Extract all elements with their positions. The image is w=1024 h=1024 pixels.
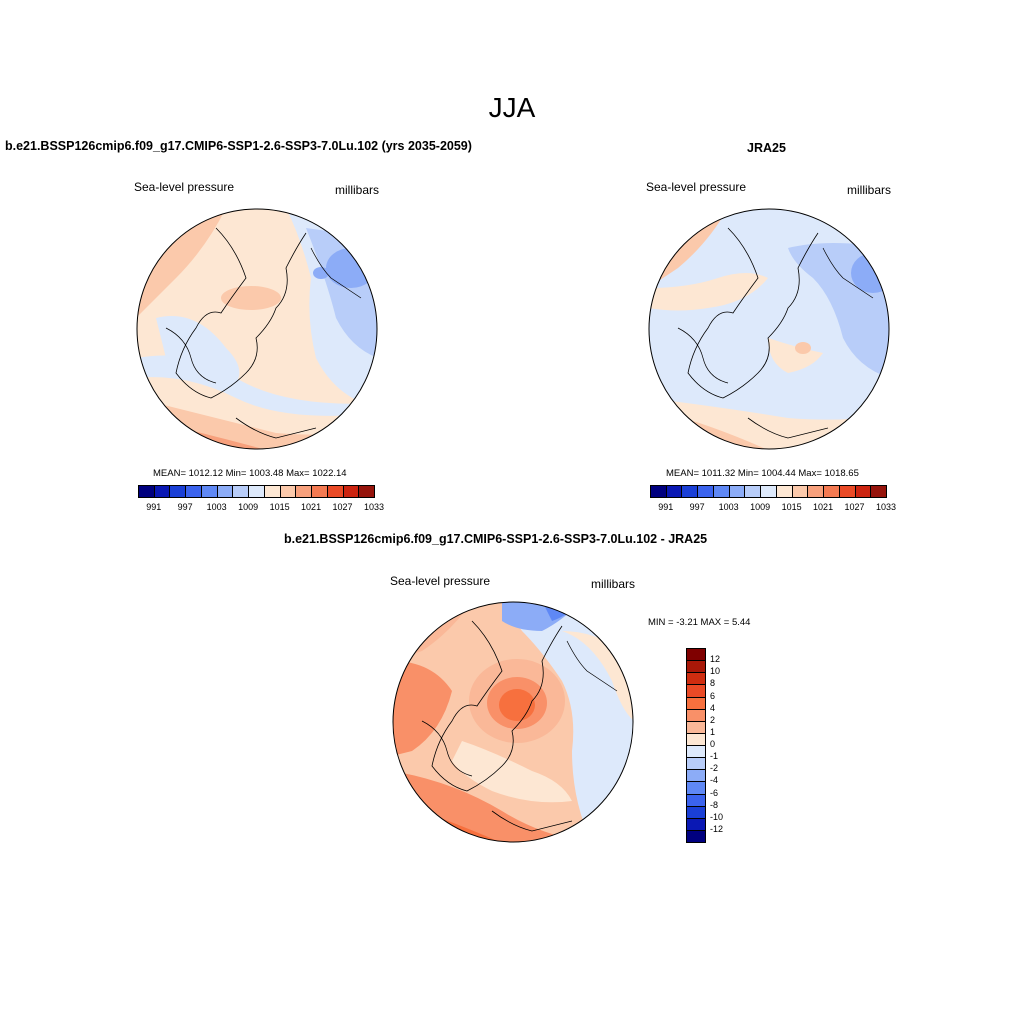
colorbar-swatch (358, 485, 375, 498)
obs-variable-label: Sea-level pressure (646, 180, 747, 194)
colorbar-tick-label: 4 (710, 702, 716, 713)
diff-units-label: millibars (591, 577, 636, 591)
colorbar-swatch (838, 485, 856, 498)
colorbar-swatch (744, 485, 762, 498)
diff-panel-title: b.e21.BSSP126cmip6.f09_g17.CMIP6-SSP1-2.… (284, 532, 708, 546)
colorbar-tick-label: 10 (710, 666, 721, 677)
colorbar-tick-label: -2 (710, 763, 719, 774)
diff-variable-label: Sea-level pressure (390, 574, 491, 588)
model-colorbar-ticks: 991 997 1003 1009 1015 1021 1027 1033 (138, 502, 384, 514)
colorbar-tick-label: -6 (710, 787, 719, 798)
colorbar-tick-label: -1 (710, 751, 719, 762)
colorbar-tick-label: -10 (710, 811, 724, 822)
colorbar-swatch (870, 485, 887, 498)
colorbar-swatch (279, 485, 297, 498)
colorbar-tick-label: 6 (710, 690, 716, 701)
colorbar-swatch (232, 485, 250, 498)
colorbar-swatch (311, 485, 328, 498)
colorbar-tick-label: 1003 (206, 502, 227, 512)
colorbar-tick-label: 2 (710, 714, 716, 725)
colorbar-swatch (807, 485, 825, 498)
colorbar-tick-label: 1015 (269, 502, 290, 512)
model-colorbar (138, 485, 375, 498)
colorbar-tick-label: 1009 (750, 502, 771, 512)
colorbar-swatch (665, 485, 683, 498)
colorbar-swatch (342, 485, 360, 498)
colorbar-swatch (185, 485, 202, 498)
colorbar-tick-label: 1003 (718, 502, 739, 512)
colorbar-swatch (326, 485, 344, 498)
colorbar-swatch (712, 485, 730, 498)
colorbar-swatch (295, 485, 313, 498)
colorbar-swatch (681, 485, 699, 498)
obs-colorbar-ticks: 991 997 1003 1009 1015 1021 1027 1033 (650, 502, 896, 514)
model-panel-title: b.e21.BSSP126cmip6.f09_g17.CMIP6-SSP1-2.… (5, 139, 472, 153)
colorbar-tick-label: 12 (710, 654, 721, 665)
obs-units-label: millibars (847, 183, 892, 197)
colorbar-tick-label: 991 (658, 502, 674, 512)
colorbar-tick-label: -4 (710, 775, 719, 786)
colorbar-tick-label: 1 (710, 726, 716, 737)
colorbar-swatch (169, 485, 187, 498)
colorbar-tick-label: 997 (177, 502, 193, 512)
colorbar-swatch (686, 829, 706, 843)
colorbar-tick-label: 1033 (875, 502, 897, 512)
colorbar-tick-label: 1027 (844, 502, 865, 512)
colorbar-swatch (263, 485, 281, 498)
model-units-label: millibars (335, 183, 380, 197)
colorbar-tick-label: 0 (710, 739, 716, 749)
colorbar-tick-label: 1009 (238, 502, 259, 512)
colorbar-swatch (728, 485, 746, 498)
model-variable-label: Sea-level pressure (134, 180, 235, 194)
colorbar-swatch (791, 485, 809, 498)
colorbar-tick-label: 991 (146, 502, 162, 512)
colorbar-swatch (697, 485, 714, 498)
colorbar-tick-label: 1027 (332, 502, 353, 512)
colorbar-tick-label: 997 (689, 502, 705, 512)
obs-polar-map (648, 208, 890, 450)
colorbar-tick-label: -8 (710, 799, 719, 810)
colorbar-swatch (650, 485, 667, 498)
colorbar-swatch (153, 485, 171, 498)
colorbar-tick-label: 1015 (781, 502, 802, 512)
colorbar-swatch (823, 485, 840, 498)
colorbar-tick-label: 1021 (301, 502, 322, 512)
colorbar-tick-label: 1033 (363, 502, 385, 512)
obs-colorbar (650, 485, 887, 498)
figure-title: JJA (488, 92, 536, 123)
diff-stats: MIN = -3.21 MAX = 5.44 (648, 617, 751, 628)
colorbar-tick-label: 1021 (813, 502, 834, 512)
colorbar-swatch (138, 485, 155, 498)
colorbar-tick-label: -12 (710, 823, 724, 834)
colorbar-swatch (216, 485, 234, 498)
obs-panel-title: JRA25 (747, 141, 786, 155)
colorbar-swatch (775, 485, 793, 498)
colorbar-swatch (854, 485, 872, 498)
colorbar-swatch (248, 485, 265, 498)
diff-colorbar-ticks: 12 10 8 6 4 2 1 0 -1 -2 -4 -6 -8 -10 -12 (710, 648, 740, 842)
colorbar-swatch (200, 485, 218, 498)
model-polar-map (136, 208, 378, 450)
model-stats: MEAN= 1012.12 Min= 1003.48 Max= 1022.14 (153, 468, 347, 479)
colorbar-tick-label: 8 (710, 678, 716, 689)
colorbar-swatch (760, 485, 777, 498)
diff-polar-map (392, 601, 634, 843)
diff-colorbar (686, 648, 706, 843)
obs-stats: MEAN= 1011.32 Min= 1004.44 Max= 1018.65 (666, 468, 859, 479)
